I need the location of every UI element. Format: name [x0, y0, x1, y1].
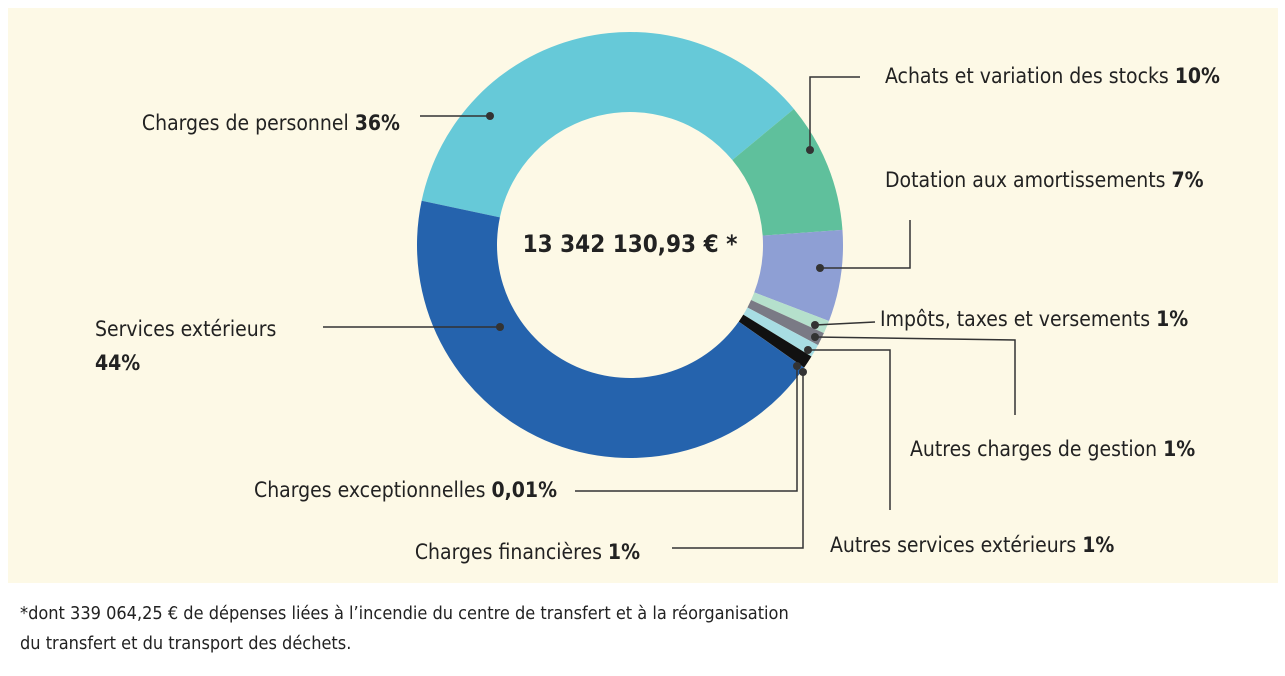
- segment-label: Charges financières 1%: [415, 540, 640, 564]
- leader-dot: [793, 362, 801, 370]
- donut-segment: [754, 229, 843, 321]
- segment-value: 36%: [355, 111, 400, 135]
- leader-line: [814, 336, 1016, 415]
- leader-dot: [799, 368, 807, 376]
- segment-value: 44%: [95, 351, 140, 375]
- segment-label: Achats et variation des stocks 10%: [885, 64, 1220, 88]
- leader-line: [814, 321, 876, 326]
- segment-name: Autres charges de gestion: [910, 437, 1157, 461]
- leader-dot: [806, 146, 814, 154]
- segment-name: Charges exceptionnelles: [254, 478, 485, 502]
- donut-segment: [738, 314, 812, 368]
- donut-segment: [751, 292, 829, 334]
- footnote-line: du transfert et du transport des déchets…: [20, 633, 351, 654]
- leader-dot: [816, 264, 824, 272]
- donut-segment: [743, 307, 819, 357]
- segment-name: Impôts, taxes et versements: [880, 307, 1150, 331]
- segment-label: Autres services extérieurs 1%: [830, 533, 1114, 557]
- segment-name: Dotation aux amortissements: [885, 168, 1166, 192]
- leader-line: [672, 372, 804, 549]
- footnote-line: *dont 339 064,25 € de dépenses liées à l…: [20, 603, 789, 624]
- donut-segment: [421, 31, 794, 218]
- segment-value: 0,01%: [491, 478, 557, 502]
- segment-label: Services extérieurs: [95, 317, 276, 341]
- segment-label: Autres charges de gestion 1%: [910, 437, 1195, 461]
- segment-value: 7%: [1172, 168, 1204, 192]
- segment-name: Achats et variation des stocks: [885, 64, 1169, 88]
- segment-label: Impôts, taxes et versements 1%: [880, 307, 1188, 331]
- leader-line: [809, 76, 860, 150]
- segment-value: 1%: [1082, 533, 1114, 557]
- donut-segment: [732, 108, 843, 236]
- segment-label: Charges exceptionnelles 0,01%: [254, 478, 557, 502]
- center-label: 13 342 130,93 € *: [523, 230, 738, 258]
- donut-segment: [417, 200, 805, 458]
- leader-line: [820, 220, 911, 269]
- leader-dot: [804, 346, 812, 354]
- segment-name: Charges financières: [415, 540, 602, 564]
- leader-dot: [486, 112, 494, 120]
- leader-line: [575, 366, 798, 492]
- segment-name: Charges de personnel: [142, 111, 349, 135]
- segment-value: 1%: [608, 540, 640, 564]
- segment-value: 1%: [1156, 307, 1188, 331]
- donut-segment: [747, 300, 824, 346]
- segment-value: 10%: [1175, 64, 1220, 88]
- segment-name: Autres services extérieurs: [830, 533, 1076, 557]
- segment-label: Charges de personnel 36%: [142, 111, 400, 135]
- segment-value: 1%: [1163, 437, 1195, 461]
- leader-dot: [811, 321, 819, 329]
- leader-dot: [496, 323, 504, 331]
- leader-line: [808, 349, 891, 510]
- leader-dot: [811, 333, 819, 341]
- segment-label: Dotation aux amortissements 7%: [885, 168, 1204, 192]
- donut-segment: [738, 321, 805, 368]
